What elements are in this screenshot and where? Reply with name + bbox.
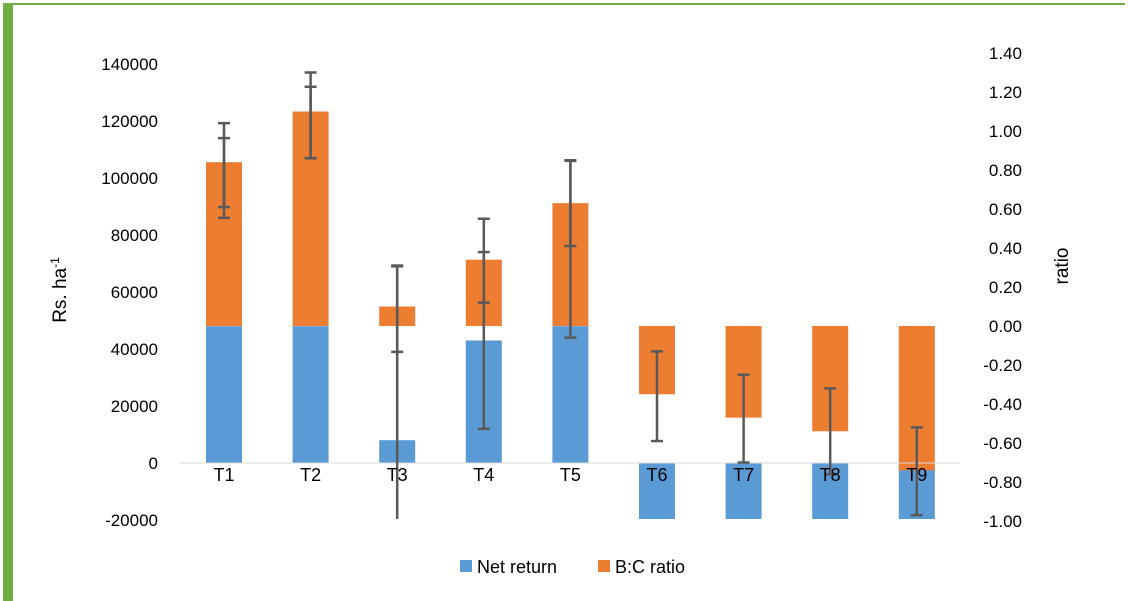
- right-axis-title: ratio: [1052, 248, 1073, 285]
- right-tick-label: 0.60: [989, 200, 1022, 219]
- error-bar-bc-ratio-T4: [477, 217, 490, 304]
- right-tick-label: -1.00: [983, 512, 1022, 531]
- left-tick-label: 0: [149, 454, 158, 473]
- right-tick-label: -0.80: [983, 473, 1022, 492]
- category-label-T8: T8: [820, 465, 841, 485]
- category-label-T2: T2: [300, 465, 321, 485]
- left-axis-title-sup: -1: [48, 257, 62, 268]
- right-tick-label: 0.20: [989, 278, 1022, 297]
- right-tick-label: 1.00: [989, 122, 1022, 141]
- right-tick-label: 0.80: [989, 161, 1022, 180]
- right-tick-label: 1.20: [989, 83, 1022, 102]
- error-bar-bc-ratio-T5: [564, 159, 577, 248]
- right-tick-label: -0.60: [983, 434, 1022, 453]
- legend-label-net-return: Net return: [477, 557, 557, 577]
- right-tick-label: 1.40: [989, 44, 1022, 63]
- legend-swatch-bc-ratio: [598, 560, 610, 572]
- bar-net-return-T5: [552, 326, 589, 463]
- left-tick-label: 20000: [111, 397, 158, 416]
- chart-frame-left-border: [3, 3, 13, 601]
- error-bar-bc-ratio-T8: [824, 387, 837, 476]
- category-label-T9: T9: [906, 465, 927, 485]
- right-tick-label: 0.40: [989, 239, 1022, 258]
- legend: Net return B:C ratio: [460, 557, 685, 577]
- right-tick-label: 0.00: [989, 317, 1022, 336]
- left-axis-title-main: Rs. ha: [50, 267, 71, 322]
- right-axis-ticks: 1.40 1.20 1.00 0.80 0.60 0.40 0.20 0.00 -0.20 -0.…: [983, 44, 1022, 531]
- error-bar-bc-ratio-T7: [737, 373, 750, 464]
- bar-net-return-T7: [725, 463, 762, 519]
- left-tick-label: 80000: [111, 226, 158, 245]
- left-tick-label: 40000: [111, 340, 158, 359]
- category-label-T1: T1: [213, 465, 234, 485]
- bar-net-return-T1: [206, 326, 242, 463]
- bar-net-return-T2: [292, 326, 329, 463]
- left-tick-label: -20000: [105, 511, 158, 530]
- error-bars-layer: [218, 71, 923, 519]
- category-label-T5: T5: [560, 465, 581, 485]
- bar-net-return-T6: [639, 463, 675, 519]
- right-tick-label: -0.20: [983, 356, 1022, 375]
- right-tick-label: -0.40: [983, 395, 1022, 414]
- error-bar-bc-ratio-T1: [218, 121, 230, 209]
- category-label-T6: T6: [646, 465, 667, 485]
- category-labels: T1 T2 T3 T4 T5 T6 T7 T8 T9: [213, 465, 927, 485]
- left-tick-label: 140000: [101, 55, 158, 74]
- error-bar-bc-ratio-T2: [304, 71, 317, 160]
- left-tick-label: 120000: [101, 112, 158, 131]
- error-bar-bc-ratio-T3: [391, 264, 404, 519]
- left-tick-label: 60000: [111, 283, 158, 302]
- left-tick-label: 100000: [101, 169, 158, 188]
- left-axis-title: Rs. ha-1: [48, 257, 71, 323]
- error-bar-bc-ratio-T6: [651, 350, 663, 443]
- error-bar-bc-ratio-T9: [910, 426, 923, 517]
- legend-swatch-net-return: [460, 560, 472, 572]
- legend-label-bc-ratio: B:C ratio: [615, 557, 685, 577]
- category-label-T7: T7: [733, 465, 754, 485]
- left-axis-ticks: 140000 120000 100000 80000 60000 40000 20000 0 -…: [101, 55, 158, 530]
- category-label-T4: T4: [473, 465, 494, 485]
- category-label-T3: T3: [387, 465, 408, 485]
